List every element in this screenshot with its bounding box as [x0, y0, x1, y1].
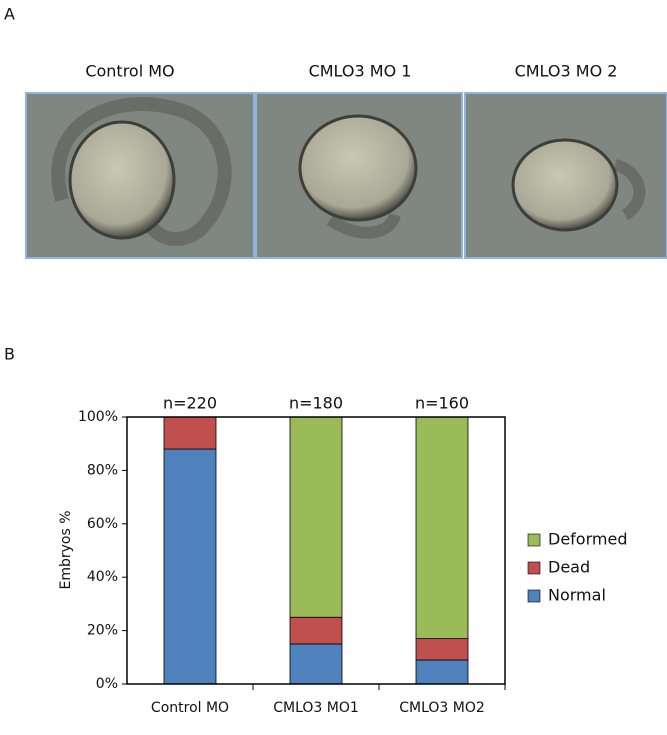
plot-frame	[126, 416, 506, 685]
legend-label: Normal	[548, 586, 606, 605]
y-tick-label: 80%	[87, 462, 118, 478]
embryo-image	[255, 92, 463, 259]
panel-label: A	[4, 5, 15, 24]
legend-swatch	[527, 589, 541, 603]
bar-segment	[163, 448, 217, 685]
y-tick-label: 20%	[87, 623, 118, 639]
embryo-image	[464, 92, 667, 259]
y-tick-label: 100%	[78, 409, 118, 425]
y-tick-label: 60%	[87, 516, 118, 532]
y-tick-label: 0%	[96, 676, 118, 692]
bar-segment	[163, 416, 217, 450]
bar-segment	[289, 643, 343, 685]
x-tick-label: CMLO3 MO1	[273, 700, 359, 716]
x-tick-label: Control MO	[151, 700, 229, 716]
legend-label: Deformed	[548, 530, 627, 549]
y-axis-label: Embryos %	[58, 510, 74, 589]
bar-segment	[289, 416, 343, 618]
sample-size: n=180	[289, 394, 343, 413]
bar-segment	[415, 638, 469, 661]
image-caption: CMLO3 MO 2	[515, 62, 618, 81]
legend-label: Dead	[548, 558, 590, 577]
legend-swatch	[527, 533, 541, 547]
embryo-image	[25, 92, 255, 259]
x-tick-label: CMLO3 MO2	[399, 700, 485, 716]
bar-segment	[289, 616, 343, 645]
image-caption: Control MO	[85, 62, 174, 81]
image-caption: CMLO3 MO 1	[309, 62, 412, 81]
bar-segment	[415, 416, 469, 640]
y-tick-label: 40%	[87, 569, 118, 585]
legend-swatch	[527, 561, 541, 575]
sample-size: n=220	[163, 394, 217, 413]
panel-label: B	[4, 345, 15, 364]
sample-size: n=160	[415, 394, 469, 413]
bar-segment	[415, 659, 469, 685]
